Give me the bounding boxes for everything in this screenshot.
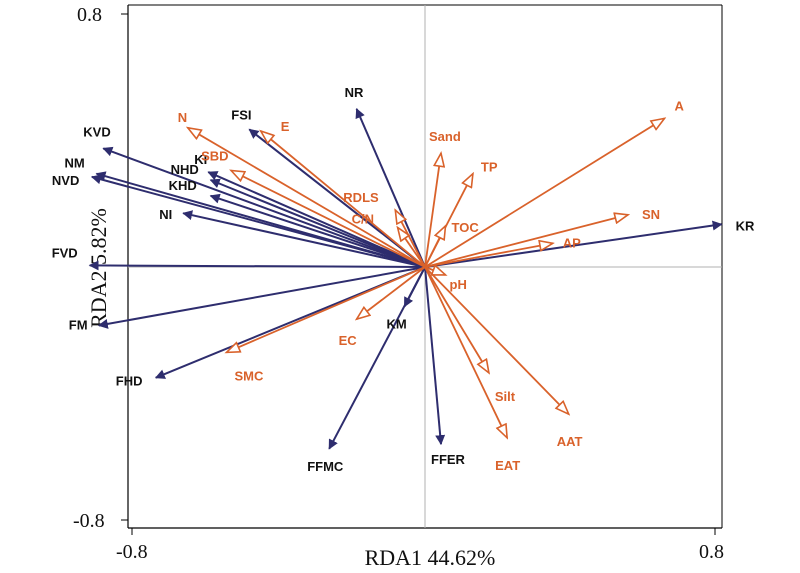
vectors-layer [88, 107, 723, 450]
env-label-ap: AP [563, 235, 581, 250]
species-vector-nhd [209, 178, 426, 268]
species-vector-ni [182, 210, 426, 268]
env-label-rdls: RDLS [343, 190, 379, 205]
species-vector-khd [209, 193, 426, 268]
env-label-n: N [178, 110, 187, 125]
species-vector-km [403, 266, 426, 308]
species-label-fm: FM [69, 318, 88, 333]
env-label-ec: EC [339, 333, 358, 348]
env-vector-ap [424, 243, 553, 268]
env-vector-a [424, 118, 665, 268]
y-axis-title: RDA2 5.82% [86, 208, 111, 328]
env-vector-ph [424, 267, 446, 276]
x-axis-title: RDA1 44.62% [365, 545, 496, 570]
env-vector-aat [424, 266, 569, 414]
species-label-ki: KI [194, 152, 207, 167]
env-label-c-n: C/N [352, 212, 374, 227]
env-vector-smc [227, 266, 426, 352]
species-label-km: KM [387, 317, 407, 332]
env-vector-eat [424, 266, 507, 438]
y-tick-label-bottom: -0.8 [73, 510, 105, 532]
species-label-nr: NR [345, 85, 364, 100]
env-label-ph: pH [450, 277, 467, 292]
species-vector-fvd [88, 260, 426, 271]
species-label-nhd: NHD [171, 162, 199, 177]
species-vector-fsi [248, 128, 426, 268]
species-vector-nvd [90, 174, 426, 268]
env-label-silt: Silt [495, 389, 516, 404]
species-label-kr: KR [736, 218, 755, 233]
x-tick-label-right: 0.8 [699, 541, 724, 563]
env-label-aat: AAT [557, 434, 583, 449]
env-vector-e [261, 131, 426, 268]
env-vector-sbd [231, 171, 426, 268]
env-vector-c-n [398, 228, 426, 268]
env-label-eat: EAT [495, 458, 520, 473]
species-label-fhd: FHD [116, 374, 143, 389]
species-vector-kr [424, 220, 723, 268]
species-vector-kvd [102, 146, 426, 268]
species-label-ni: NI [159, 207, 172, 222]
env-label-sand: Sand [429, 129, 461, 144]
species-label-nm: NM [65, 156, 85, 171]
x-tick-label-left: -0.8 [116, 541, 148, 563]
y-tick-label-top: 0.8 [77, 4, 102, 26]
env-vector-sn [424, 215, 628, 268]
species-label-khd: KHD [169, 178, 197, 193]
species-label-nvd: NVD [52, 173, 79, 188]
env-vector-n [188, 128, 426, 268]
species-vector-fm [97, 266, 426, 329]
env-label-a: A [675, 98, 685, 113]
env-label-e: E [281, 119, 290, 134]
env-vector-toc [424, 226, 446, 268]
env-vector-ec [357, 266, 426, 319]
env-vector-silt [424, 266, 489, 373]
species-vector-nr [355, 107, 426, 268]
env-label-sn: SN [642, 207, 660, 222]
species-vector-ki [207, 171, 426, 268]
species-label-ffmc: FFMC [307, 459, 344, 474]
species-label-fvd: FVD [52, 245, 78, 260]
env-vector-sand [424, 153, 441, 268]
env-label-tp: TP [481, 160, 498, 175]
species-vector-ffer [424, 266, 446, 446]
species-label-ffer: FFER [431, 452, 466, 467]
env-label-smc: SMC [235, 368, 265, 383]
species-label-kvd: KVD [83, 124, 110, 139]
env-label-sbd: SBD [201, 149, 228, 164]
env-label-toc: TOC [452, 220, 480, 235]
species-label-fsi: FSI [231, 107, 251, 122]
